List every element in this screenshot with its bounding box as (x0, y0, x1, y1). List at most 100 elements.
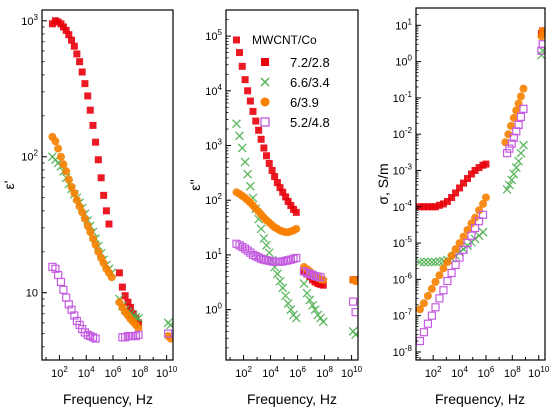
x-axis-title: Frequency, Hz (63, 391, 153, 407)
point-5-2-4-8-28 (313, 272, 322, 281)
point-6-3-9-18 (501, 138, 510, 147)
point-6-6-3-4-23 (516, 148, 526, 158)
point-6-6-3-4-11 (262, 240, 271, 250)
point-6-6-3-4-24 (302, 288, 312, 298)
y-axis: 10 102 103 (21, 13, 47, 348)
point-6-6-3-4-2 (423, 257, 433, 267)
point-5-2-4-8-3 (56, 277, 66, 287)
point-6-3-9-11 (78, 208, 87, 217)
point-7-2-2-8-21 (105, 220, 113, 228)
point-7-2-2-8-14 (271, 173, 279, 181)
point-5-2-4-8-9 (257, 254, 266, 263)
point-6-6-3-4-18 (281, 291, 291, 301)
point-5-2-4-8-22 (292, 253, 301, 263)
point-6-3-9-9 (451, 245, 460, 254)
legend-marker (260, 97, 270, 107)
point-6-3-9-5 (62, 167, 71, 176)
point-5-2-4-8-22 (131, 331, 140, 341)
point-6-3-9-6 (439, 264, 448, 273)
point-5-2-4-8-18 (281, 256, 290, 265)
point-7-2-2-8-24 (121, 292, 129, 300)
point-5-2-4-8-9 (451, 260, 460, 270)
legend-title: MWCNT/Co (252, 33, 317, 47)
point-6-6-3-4-19 (283, 298, 293, 308)
point-7-2-2-8-10 (456, 184, 464, 192)
point-5-2-4-8-24 (519, 104, 528, 113)
x-tick-label: 106 (478, 365, 495, 380)
point-5-2-4-8-10 (75, 320, 84, 329)
point-7-2-2-8-13 (467, 170, 475, 178)
point-7-2-2-8-13 (268, 166, 276, 174)
point-6-6-3-4-1 (419, 257, 429, 267)
y-tick-label: 100 (205, 302, 222, 317)
point-5-2-4-8-17 (278, 257, 287, 266)
point-7-2-2-8-9 (452, 189, 460, 197)
point-6-3-9-9 (72, 196, 81, 205)
point-7-2-2-8-20 (102, 207, 110, 215)
y-tick-label: 10 (26, 288, 38, 300)
x-tick-label: 106 (289, 365, 306, 380)
point-5-2-4-8-10 (455, 253, 464, 262)
point-5-2-4-8-8 (254, 253, 263, 262)
point-5-2-4-8-24 (302, 268, 312, 277)
point-6-6-3-4-10 (259, 233, 269, 243)
point-7-2-2-8-15 (89, 121, 97, 129)
panel-conductivity: 102 104 106 108 1010 10-8 10-7 10-6 10-5 10-4 10-3… (375, 7, 550, 407)
legend-label: 6/3.9 (290, 95, 319, 110)
point-6-3-9-0 (416, 305, 424, 314)
x-tick-label: 104 (262, 365, 279, 380)
point-6-6-3-4-26 (308, 300, 318, 310)
point-6-3-9-12 (80, 214, 89, 223)
point-5-2-4-8-13 (467, 231, 476, 240)
point-7-2-2-8-5 (435, 201, 443, 209)
point-7-2-2-8-12 (81, 80, 89, 88)
point-5-2-4-8-30 (348, 297, 358, 306)
point-7-2-2-8-17 (279, 188, 287, 196)
legend-marker (260, 117, 270, 127)
point-5-2-4-8-20 (286, 255, 295, 264)
plot-frame (415, 7, 546, 361)
x-axis: 102 104 106 108 1010 (229, 355, 363, 380)
y-tick-label: 101 (395, 17, 412, 32)
point-6-3-9-22 (292, 224, 301, 233)
point-7-2-2-8-19 (284, 197, 292, 205)
point-6-3-9-3 (56, 152, 65, 161)
point-7-2-2-8-30 (319, 281, 327, 289)
point-6-6-3-4-21 (511, 163, 521, 173)
point-5-2-4-8-23 (134, 330, 143, 339)
point-6-3-9-21 (509, 113, 518, 122)
point-5-2-4-8-1 (419, 328, 429, 337)
point-5-2-4-8-18 (121, 333, 130, 342)
y-tick-label: 10-7 (393, 308, 413, 323)
y-tick-label: 101 (205, 247, 222, 262)
x-tick-label: 106 (105, 365, 122, 380)
point-6-6-3-4-27 (310, 305, 320, 315)
point-5-2-4-8-26 (308, 270, 317, 280)
point-7-2-2-8-2 (424, 203, 432, 211)
point-6-3-9-14 (86, 227, 95, 236)
point-7-2-2-8-1 (235, 49, 243, 57)
point-6-6-3-4-20 (509, 169, 519, 179)
legend-marker (261, 58, 269, 66)
point-7-2-2-8-2 (238, 62, 246, 70)
point-7-2-2-8-11 (78, 68, 86, 76)
point-5-2-4-8-1 (51, 264, 60, 273)
point-6-6-3-4-22 (514, 156, 524, 166)
point-5-2-4-8-11 (262, 256, 271, 265)
legend-label: 6.6/3.4 (290, 75, 330, 90)
y-tick-label: 10-4 (393, 199, 413, 214)
point-6-6-3-4-16 (478, 227, 488, 237)
y-axis: 10-8 10-7 10-6 10-5 10-4 10-3 10-2 10-1 100 101 (393, 13, 421, 361)
x-axis-title: Frequency, Hz (247, 391, 337, 407)
point-7-2-2-8-4 (244, 87, 252, 95)
y-tick-label: 10-5 (393, 235, 413, 250)
point-5-2-4-8-25 (305, 269, 314, 278)
point-6-6-3-4-24 (519, 140, 528, 150)
legend-label: 5.2/4.8 (290, 115, 330, 130)
point-5-2-4-8-22 (514, 120, 523, 130)
point-7-2-2-8-9 (73, 50, 81, 58)
y-tick-label: 104 (205, 83, 222, 98)
point-5-2-4-8-4 (431, 303, 440, 312)
point-6-3-9-20 (507, 121, 516, 130)
point-6-6-3-4-17 (278, 283, 288, 293)
